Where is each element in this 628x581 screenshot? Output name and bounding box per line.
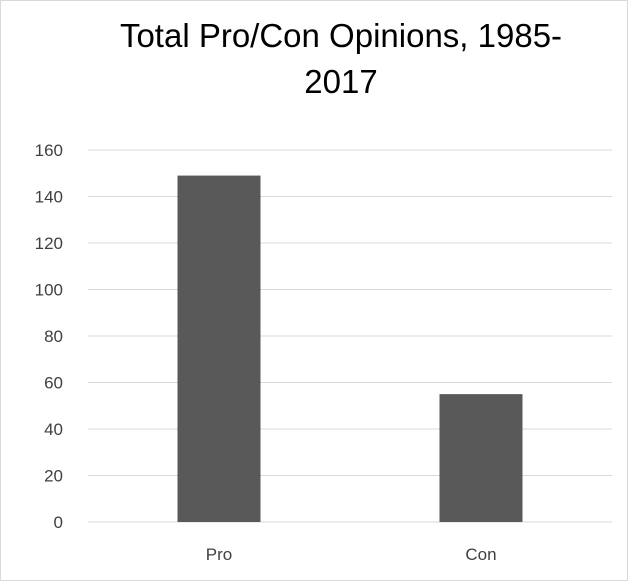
chart-title-line-1: Total Pro/Con Opinions, 1985- bbox=[119, 17, 563, 54]
y-tick-label: 20 bbox=[44, 467, 63, 486]
y-tick-label: 0 bbox=[54, 513, 63, 532]
bar-con bbox=[439, 394, 523, 522]
y-tick-label: 140 bbox=[35, 188, 63, 207]
chart-title-line-2: 2017 bbox=[304, 63, 378, 100]
y-tick-label: 40 bbox=[44, 420, 63, 439]
bar-pro bbox=[177, 175, 261, 522]
y-tick-label: 60 bbox=[44, 374, 63, 393]
y-tick-label: 120 bbox=[35, 234, 63, 253]
x-category-label: Pro bbox=[206, 545, 232, 564]
y-tick-label: 160 bbox=[35, 141, 63, 160]
y-tick-label: 80 bbox=[44, 327, 63, 346]
x-category-label: Con bbox=[465, 545, 496, 564]
chart-title: Total Pro/Con Opinions, 1985- 2017 bbox=[61, 13, 621, 105]
y-tick-label: 100 bbox=[35, 281, 63, 300]
